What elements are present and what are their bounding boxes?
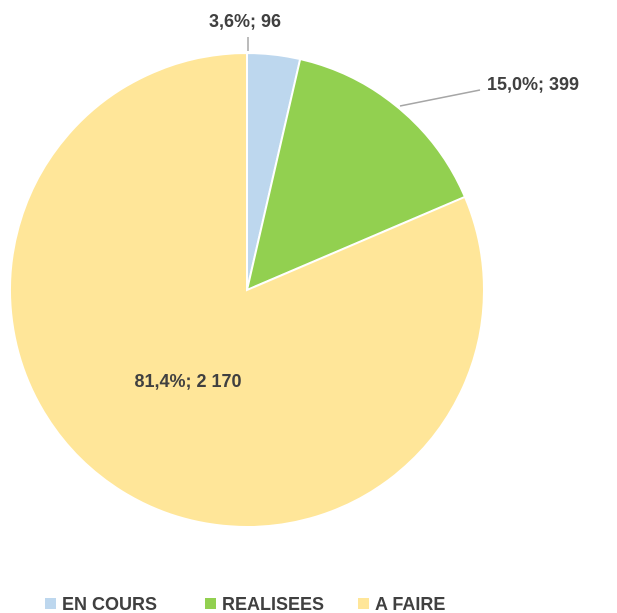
pie-slice (245, 57, 467, 292)
pie-slice (9, 51, 485, 528)
legend-label: REALISEES (222, 594, 324, 613)
legend-label: A FAIRE (375, 594, 445, 613)
legend-swatch (205, 598, 216, 609)
legend-swatch (45, 598, 56, 609)
legend-label: EN COURS (62, 594, 157, 613)
data-label: 81,4%; 2 170 (134, 371, 241, 391)
leader-line (399, 89, 481, 107)
data-label: 3,6%; 96 (209, 11, 281, 31)
data-label: 15,0%; 399 (487, 74, 579, 94)
legend-swatch (358, 598, 369, 609)
